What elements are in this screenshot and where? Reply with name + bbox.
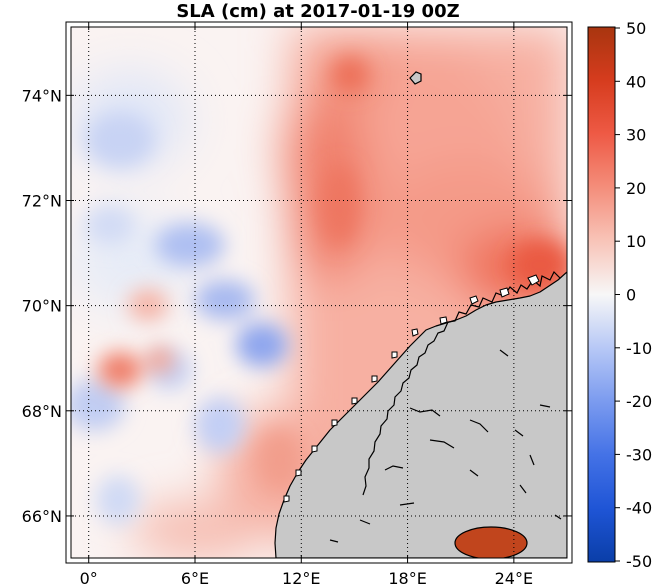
x-tick-label: 6°E (181, 569, 209, 588)
x-tick-label: 18°E (388, 569, 426, 588)
bothnia-anomaly (454, 526, 528, 558)
map-frame-outer (65, 21, 573, 564)
y-tick-label: 66°N (22, 507, 62, 526)
colorbar-tick-label: -40 (626, 499, 652, 518)
y-tick-label: 72°N (22, 191, 62, 210)
map-grid (66, 22, 572, 563)
colorbar-tick-label: -50 (626, 552, 652, 571)
colorbar-tick-label: 0 (626, 286, 636, 305)
y-axis-ticks: 66°N 68°N 70°N 72°N 74°N (22, 86, 62, 526)
coastal-islands (283, 274, 540, 503)
colorbar (587, 26, 616, 563)
x-axis-ticks: 0° 6°E 12°E 18°E 24°E (80, 569, 533, 588)
colorbar-tick-label: -20 (626, 392, 652, 411)
land-scandinavia (274, 271, 567, 558)
y-tick-label: 70°N (22, 297, 62, 316)
map-frame-inner (70, 26, 568, 559)
map-title: SLA (cm) at 2017-01-19 00Z (176, 1, 459, 22)
x-tick-label: 0° (80, 569, 98, 588)
coastline-detail (362, 270, 561, 496)
sla-field (71, 27, 567, 558)
bear-island (409, 71, 422, 85)
colorbar-ticks: 50 40 30 20 10 0 -10 -20 -30 -40 -50 (615, 19, 652, 571)
colorbar-tick-label: 50 (626, 19, 646, 38)
x-tick-label: 24°E (495, 569, 533, 588)
colorbar-tick-label: -10 (626, 339, 652, 358)
colorbar-tick-label: 30 (626, 126, 646, 145)
y-tick-label: 68°N (22, 402, 62, 421)
colorbar-tick-label: 10 (626, 232, 646, 251)
y-tick-label: 74°N (22, 86, 62, 105)
x-tick-label: 12°E (282, 569, 320, 588)
colorbar-tick-label: 20 (626, 179, 646, 198)
colorbar-tick-label: -30 (626, 445, 652, 464)
colorbar-tick-label: 40 (626, 72, 646, 91)
